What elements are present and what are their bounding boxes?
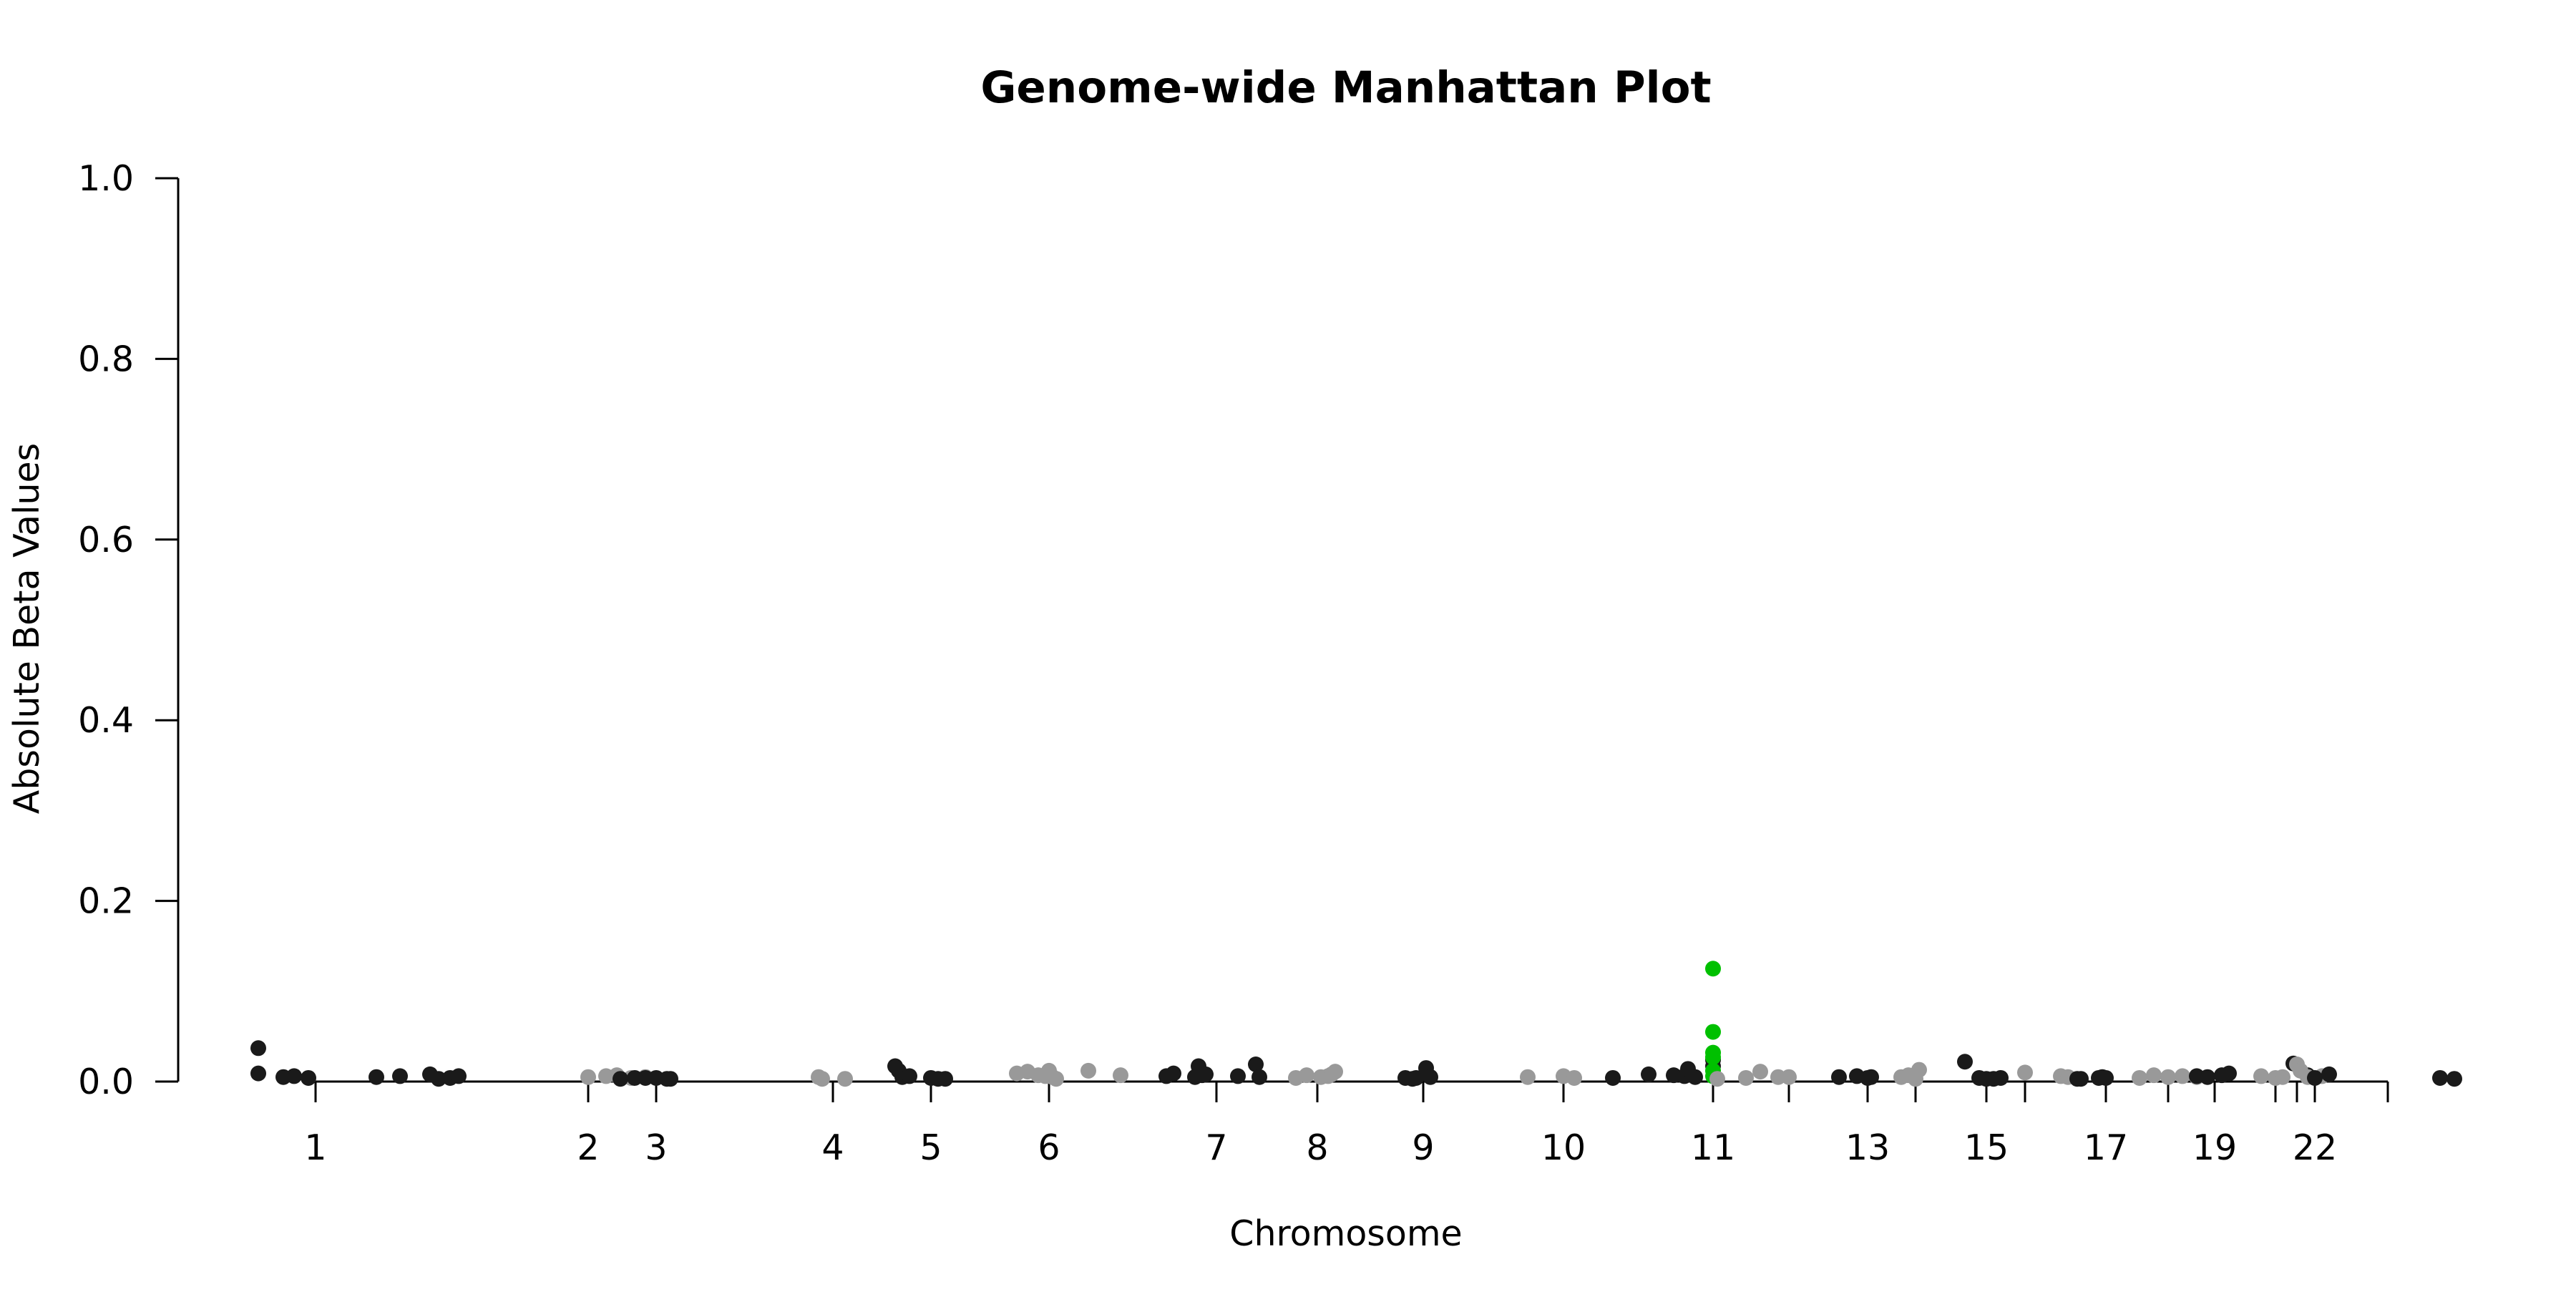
data-point: [937, 1071, 953, 1087]
data-point: [1113, 1067, 1128, 1084]
x-tick-label: 10: [1541, 1127, 1586, 1168]
x-tick-label: 17: [2084, 1127, 2128, 1168]
y-tick-label: 0.0: [78, 1062, 134, 1102]
data-point: [2069, 1071, 2085, 1087]
data-point: [1705, 961, 1721, 977]
data-point: [2321, 1066, 2337, 1082]
data-point: [2432, 1069, 2448, 1086]
x-tick-label: 19: [2192, 1127, 2237, 1168]
data-point: [1993, 1069, 2009, 1086]
data-point: [2175, 1068, 2190, 1084]
data-point: [2275, 1069, 2290, 1085]
data-point: [1752, 1064, 1768, 1080]
data-point: [1423, 1069, 1438, 1085]
data-point: [2307, 1069, 2323, 1086]
x-tick-label: 11: [1691, 1127, 1735, 1168]
data-points: [250, 961, 2462, 1087]
x-tick-label: 5: [919, 1127, 942, 1168]
data-point: [1520, 1069, 1536, 1085]
data-point: [1605, 1069, 1621, 1086]
data-point: [2253, 1068, 2269, 1084]
x-tick-label: 13: [1845, 1127, 1890, 1168]
x-axis: 1 2 3 4 5 6 7 8 9 10 11 13 15 17 19 22: [304, 1080, 2389, 1168]
data-point: [1979, 1071, 1994, 1087]
y-tick-label: 0.2: [78, 881, 134, 922]
data-point: [1230, 1068, 1246, 1084]
data-point: [1198, 1066, 1214, 1082]
data-point: [2017, 1064, 2033, 1081]
data-point: [580, 1069, 596, 1085]
data-point: [2160, 1069, 2176, 1085]
data-point: [2132, 1069, 2147, 1086]
data-point: [1327, 1064, 1343, 1080]
data-point: [1038, 1068, 1053, 1084]
data-point: [1408, 1069, 1424, 1086]
chart-title: Genome-wide Manhattan Plot: [980, 62, 1711, 113]
y-tick-label: 0.6: [78, 520, 134, 560]
data-point: [451, 1068, 467, 1084]
data-point: [1080, 1062, 1096, 1079]
data-point: [1738, 1069, 1754, 1086]
data-point: [837, 1071, 853, 1087]
data-point: [627, 1069, 643, 1086]
data-point: [1566, 1069, 1582, 1086]
y-tick-label: 0.8: [78, 339, 134, 379]
y-axis-label: Absolute Beta Values: [6, 443, 47, 814]
y-tick-label: 1.0: [78, 158, 134, 199]
x-tick-label: 6: [1038, 1127, 1060, 1168]
data-point: [814, 1071, 830, 1087]
data-point: [431, 1071, 447, 1087]
data-point: [1252, 1069, 1267, 1085]
data-point: [1831, 1069, 1847, 1085]
data-point: [1687, 1069, 1703, 1085]
data-point: [2146, 1067, 2162, 1084]
x-tick-label: 2: [577, 1127, 599, 1168]
data-point: [1166, 1065, 1181, 1082]
data-point: [1863, 1069, 1879, 1085]
data-point: [2446, 1071, 2462, 1087]
data-point: [1911, 1062, 1927, 1078]
data-point: [613, 1071, 628, 1087]
x-tick-label: 4: [821, 1127, 844, 1168]
data-point: [1299, 1067, 1314, 1084]
data-point: [250, 1065, 266, 1082]
data-point: [392, 1068, 408, 1084]
data-point: [1709, 1071, 1725, 1087]
x-tick-label: 1: [304, 1127, 326, 1168]
data-point: [1641, 1066, 1657, 1082]
x-tick-label: 3: [645, 1127, 667, 1168]
x-tick-label: 9: [1412, 1127, 1434, 1168]
data-point: [286, 1068, 302, 1084]
data-point: [1705, 1024, 1721, 1040]
data-point: [2221, 1065, 2237, 1082]
data-point: [1705, 1049, 1721, 1065]
x-tick-label: 15: [1964, 1127, 2009, 1168]
data-point: [250, 1040, 266, 1057]
data-point: [1770, 1069, 1786, 1085]
data-point: [663, 1071, 678, 1087]
x-tick-label: 22: [2293, 1127, 2337, 1168]
x-axis-label: Chromosome: [1229, 1213, 1462, 1254]
data-point: [1248, 1057, 1264, 1073]
data-point: [301, 1069, 316, 1086]
data-point: [2098, 1069, 2114, 1086]
data-point: [369, 1069, 384, 1085]
y-tick-label: 0.4: [78, 700, 134, 741]
data-point: [2189, 1068, 2205, 1084]
y-axis: 0.0 0.2 0.4 0.6 0.8 1.0: [78, 158, 180, 1102]
data-point: [1957, 1054, 1973, 1070]
x-tick-label: 8: [1306, 1127, 1328, 1168]
x-tick-label: 7: [1205, 1127, 1227, 1168]
data-point: [902, 1068, 917, 1084]
